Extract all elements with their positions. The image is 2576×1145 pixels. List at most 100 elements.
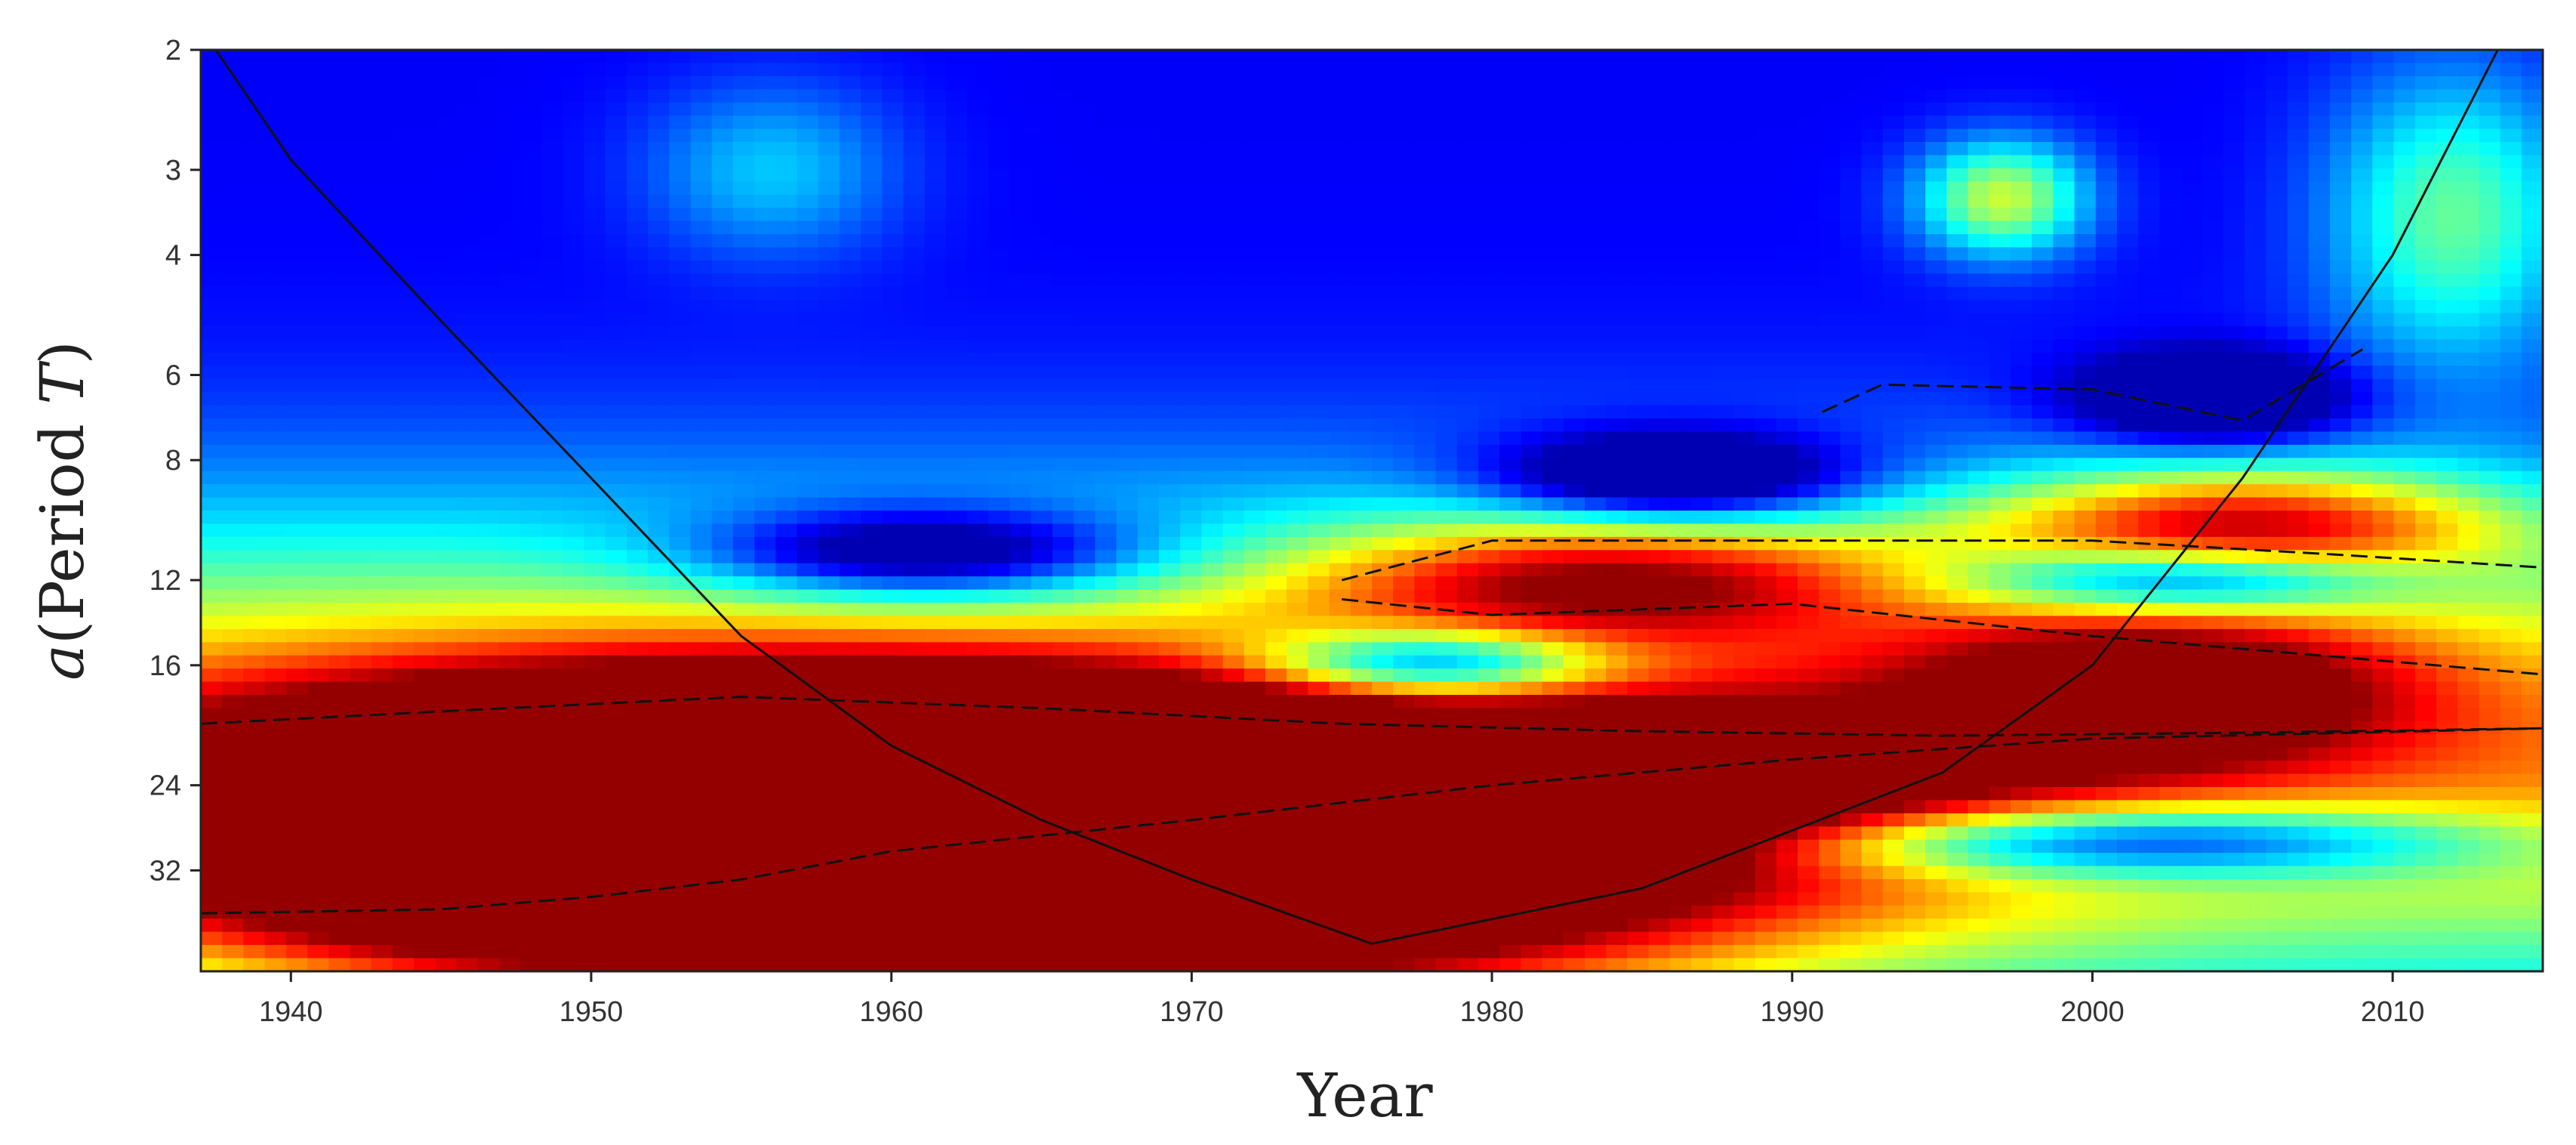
heatmap-cell	[1329, 273, 1351, 288]
heatmap-cell	[307, 142, 329, 156]
heatmap-cell	[1222, 76, 1245, 91]
heatmap-cell	[627, 444, 649, 459]
heatmap-cell	[350, 89, 372, 103]
heatmap-cell	[371, 800, 393, 814]
heatmap-cell	[392, 142, 414, 156]
heatmap-cell	[648, 800, 670, 814]
heatmap-cell	[1329, 50, 1351, 64]
heatmap-cell	[1372, 616, 1394, 630]
heatmap-cell	[1137, 787, 1160, 801]
heatmap-cell	[541, 576, 564, 591]
heatmap-cell	[562, 826, 585, 841]
heatmap-cell	[1456, 589, 1479, 603]
heatmap-cell	[1521, 931, 1543, 946]
heatmap-cell	[627, 247, 649, 261]
heatmap-cell	[605, 945, 627, 959]
heatmap-cell	[328, 695, 351, 709]
heatmap-cell	[1648, 76, 1671, 91]
heatmap-cell	[861, 352, 883, 367]
heatmap-cell	[520, 273, 542, 288]
heatmap-cell	[1052, 589, 1074, 603]
heatmap-cell	[477, 392, 500, 406]
heatmap-cell	[1499, 300, 1522, 314]
heatmap-cell	[1393, 366, 1416, 380]
heatmap-cell	[1372, 681, 1394, 696]
heatmap-cell	[1222, 168, 1245, 183]
heatmap-cell	[648, 431, 670, 446]
heatmap-cell	[1627, 826, 1650, 841]
heatmap-cell	[818, 787, 840, 801]
heatmap-cell	[861, 155, 883, 169]
heatmap-cell	[1435, 102, 1458, 116]
heatmap-cell	[1478, 511, 1500, 525]
heatmap-cell	[456, 826, 479, 841]
heatmap-cell	[733, 76, 755, 91]
heatmap-cell	[690, 668, 713, 683]
heatmap-cell	[1031, 221, 1053, 235]
heatmap-cell	[1201, 89, 1224, 103]
heatmap-cell	[435, 168, 458, 183]
heatmap-cell	[1691, 102, 1713, 116]
heatmap-cell	[882, 102, 904, 116]
heatmap-cell	[988, 576, 1011, 591]
heatmap-cell	[1478, 194, 1500, 208]
heatmap-cell	[946, 892, 968, 906]
heatmap-cell	[818, 352, 840, 367]
heatmap-cell	[775, 273, 798, 288]
heatmap-cell	[861, 168, 883, 183]
heatmap-cell	[328, 681, 351, 696]
heatmap-cell	[711, 194, 734, 208]
heatmap-cell	[1521, 168, 1543, 183]
heatmap-cell	[201, 471, 223, 485]
heatmap-cell	[1074, 511, 1096, 525]
heatmap-cell	[1414, 603, 1437, 617]
heatmap-cell	[1009, 892, 1032, 906]
heatmap-cell	[669, 813, 692, 828]
heatmap-cell	[1372, 603, 1394, 617]
heatmap-cell	[1095, 116, 1117, 130]
heatmap-cell	[243, 366, 266, 380]
heatmap-cell	[392, 260, 414, 275]
heatmap-cell	[520, 958, 542, 971]
heatmap-cell	[627, 642, 649, 656]
heatmap-cell	[1627, 405, 1650, 419]
heatmap-cell	[1585, 839, 1607, 853]
heatmap-cell	[1180, 931, 1203, 946]
heatmap-cell	[1180, 497, 1203, 511]
heatmap-cell	[1137, 444, 1160, 459]
heatmap-cell	[584, 761, 606, 775]
heatmap-cell	[243, 642, 266, 656]
heatmap-cell	[285, 89, 308, 103]
heatmap-cell	[733, 405, 755, 419]
heatmap-cell	[1606, 168, 1628, 183]
heatmap-cell	[797, 945, 819, 959]
heatmap-cell	[392, 721, 414, 736]
heatmap-cell	[222, 260, 245, 275]
heatmap-cell	[1137, 616, 1160, 630]
heatmap-cell	[498, 563, 521, 577]
heatmap-cell	[733, 273, 755, 288]
heatmap-cell	[775, 89, 798, 103]
heatmap-cell	[648, 392, 670, 406]
heatmap-cell	[967, 523, 990, 538]
heatmap-cell	[605, 76, 627, 91]
heatmap-cell	[605, 892, 627, 906]
heatmap-cell	[648, 563, 670, 577]
heatmap-cell	[627, 681, 649, 696]
heatmap-cell	[498, 747, 521, 761]
heatmap-cell	[1648, 853, 1671, 867]
heatmap-cell	[1414, 511, 1437, 525]
heatmap-cell	[1265, 787, 1287, 801]
heatmap-cell	[754, 168, 777, 183]
heatmap-cell	[1222, 576, 1245, 591]
heatmap-cell	[1563, 576, 1585, 591]
heatmap-cell	[1648, 563, 1671, 577]
heatmap-cell	[435, 576, 458, 591]
heatmap-cell	[797, 747, 819, 761]
heatmap-cell	[754, 879, 777, 893]
heatmap-cell	[285, 853, 308, 867]
heatmap-cell	[1095, 458, 1117, 472]
heatmap-cell	[477, 839, 500, 853]
heatmap-cell	[1606, 708, 1628, 722]
heatmap-cell	[605, 405, 627, 419]
